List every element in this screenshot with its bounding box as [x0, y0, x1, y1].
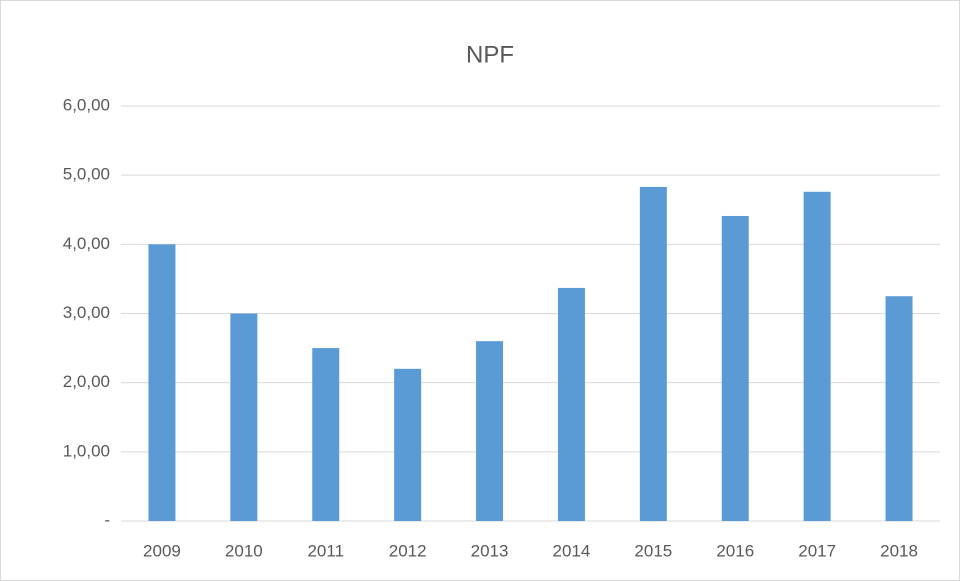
- x-tick-label: 2014: [553, 541, 591, 560]
- bar: [394, 368, 422, 521]
- y-tick-label: 4,0,00: [63, 234, 110, 253]
- x-tick-label: 2012: [389, 541, 427, 560]
- x-tick-label: 2011: [307, 541, 344, 560]
- bar: [557, 287, 585, 521]
- x-tick-label: 2016: [716, 541, 754, 560]
- x-tick-label: 2017: [798, 541, 836, 560]
- y-tick-label: -: [104, 510, 110, 529]
- y-tick-label: 3,0,00: [63, 303, 110, 322]
- bar: [639, 186, 667, 522]
- bar: [312, 348, 340, 521]
- x-tick-label: 2013: [471, 541, 509, 560]
- y-tick-label: 2,0,00: [63, 372, 110, 391]
- y-tick-label: 6,0,00: [63, 95, 110, 114]
- bar: [721, 215, 749, 521]
- bar: [803, 191, 831, 521]
- x-tick-label: 2015: [634, 541, 672, 560]
- chart-title: NPF: [466, 41, 514, 68]
- y-tick-label: 1,0,00: [63, 441, 110, 460]
- x-tick-label: 2010: [225, 541, 263, 560]
- bar: [476, 341, 504, 521]
- bar: [230, 313, 258, 521]
- x-tick-label: 2018: [880, 541, 918, 560]
- y-tick-label: 5,0,00: [63, 165, 110, 184]
- bar: [148, 244, 176, 522]
- bar: [885, 296, 913, 521]
- x-tick-label: 2009: [143, 541, 181, 560]
